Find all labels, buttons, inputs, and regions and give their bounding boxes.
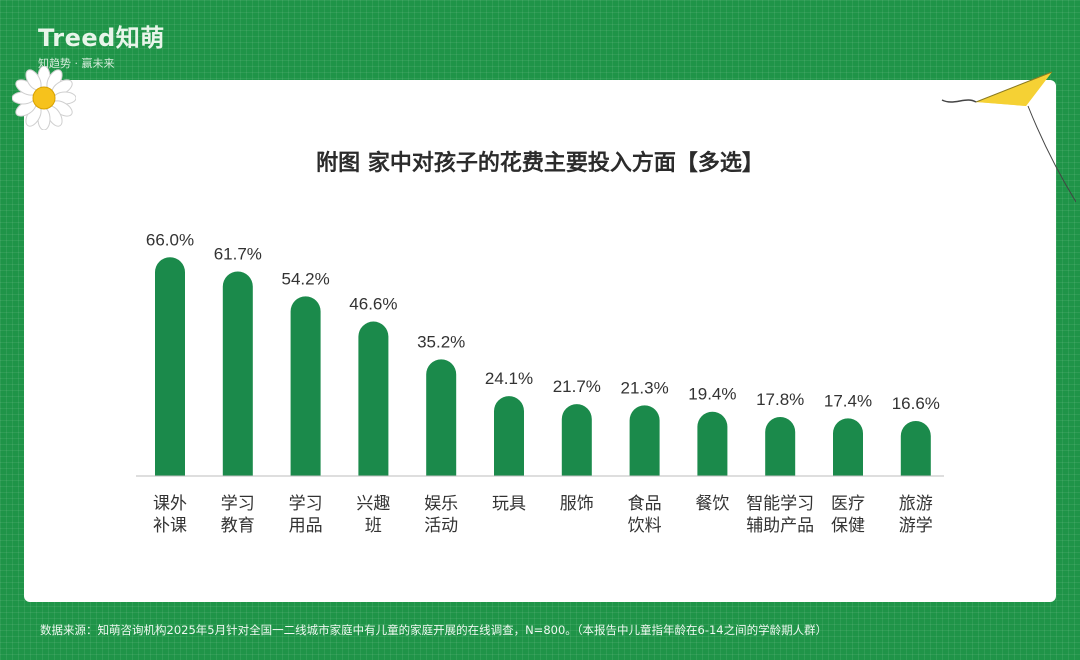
category-label: 教育 xyxy=(221,516,255,536)
category-label: 饮料 xyxy=(628,516,662,536)
bar-group: 21.7% 服饰 xyxy=(553,377,601,514)
chart-title: 附图 家中对孩子的花费主要投入方面【多选】 xyxy=(316,150,764,176)
category-label: 旅游 xyxy=(899,494,933,514)
category-label: 智能学习 xyxy=(746,494,814,514)
bar-group: 19.4% 餐饮 xyxy=(688,385,736,514)
data-label: 16.6% xyxy=(892,394,940,413)
bar xyxy=(358,321,389,476)
bar xyxy=(426,359,457,476)
data-label: 21.7% xyxy=(553,377,601,396)
brand-logo: Treed知萌 知趋势 · 赢未来 xyxy=(38,18,165,71)
bar xyxy=(629,405,660,476)
kite-icon xyxy=(941,71,1076,203)
category-label: 课外 xyxy=(153,494,187,514)
brand-tagline: 知趋势 · 赢未来 xyxy=(38,57,115,70)
bar xyxy=(222,271,253,476)
category-label: 辅助产品 xyxy=(746,516,814,536)
category-label: 补课 xyxy=(153,516,187,536)
bar xyxy=(765,417,796,476)
bar xyxy=(561,404,592,476)
data-label: 19.4% xyxy=(688,385,736,404)
data-label: 61.7% xyxy=(214,245,262,264)
category-label: 用品 xyxy=(289,516,323,536)
category-label: 餐饮 xyxy=(695,494,729,514)
data-label: 54.2% xyxy=(281,269,329,288)
bar-group: 24.1% 玩具 xyxy=(485,369,533,514)
source-note: 数据来源：知萌咨询机构2025年5月针对全国一二线城市家庭中有儿童的家庭开展的在… xyxy=(40,623,828,637)
bar xyxy=(900,420,931,476)
category-label: 玩具 xyxy=(492,494,526,514)
category-label: 学习 xyxy=(221,494,255,514)
category-label: 兴趣 xyxy=(356,494,390,514)
bar xyxy=(833,418,863,476)
bar-group: 46.6% 兴趣班 xyxy=(349,295,397,536)
bar xyxy=(290,296,321,476)
data-label: 21.3% xyxy=(620,378,668,397)
brand-name: Treed知萌 xyxy=(38,24,165,52)
chart-panel xyxy=(24,80,1056,602)
data-label: 17.4% xyxy=(824,391,872,410)
category-label: 学习 xyxy=(289,494,323,514)
data-label: 66.0% xyxy=(146,230,194,249)
bar xyxy=(494,396,524,476)
category-label: 保健 xyxy=(831,516,865,536)
bar xyxy=(155,257,185,476)
data-label: 24.1% xyxy=(485,369,533,388)
data-label: 17.8% xyxy=(756,390,804,409)
data-label: 46.6% xyxy=(349,295,397,314)
daisy-icon xyxy=(12,66,76,130)
category-label: 娱乐 xyxy=(424,494,458,514)
bar xyxy=(697,411,728,476)
category-label: 食品 xyxy=(628,494,662,514)
category-label: 医疗 xyxy=(831,494,865,514)
category-label: 服饰 xyxy=(560,494,594,514)
data-label: 35.2% xyxy=(417,332,465,351)
category-label: 班 xyxy=(365,516,382,536)
category-label: 游学 xyxy=(899,516,933,536)
category-label: 活动 xyxy=(424,516,458,536)
